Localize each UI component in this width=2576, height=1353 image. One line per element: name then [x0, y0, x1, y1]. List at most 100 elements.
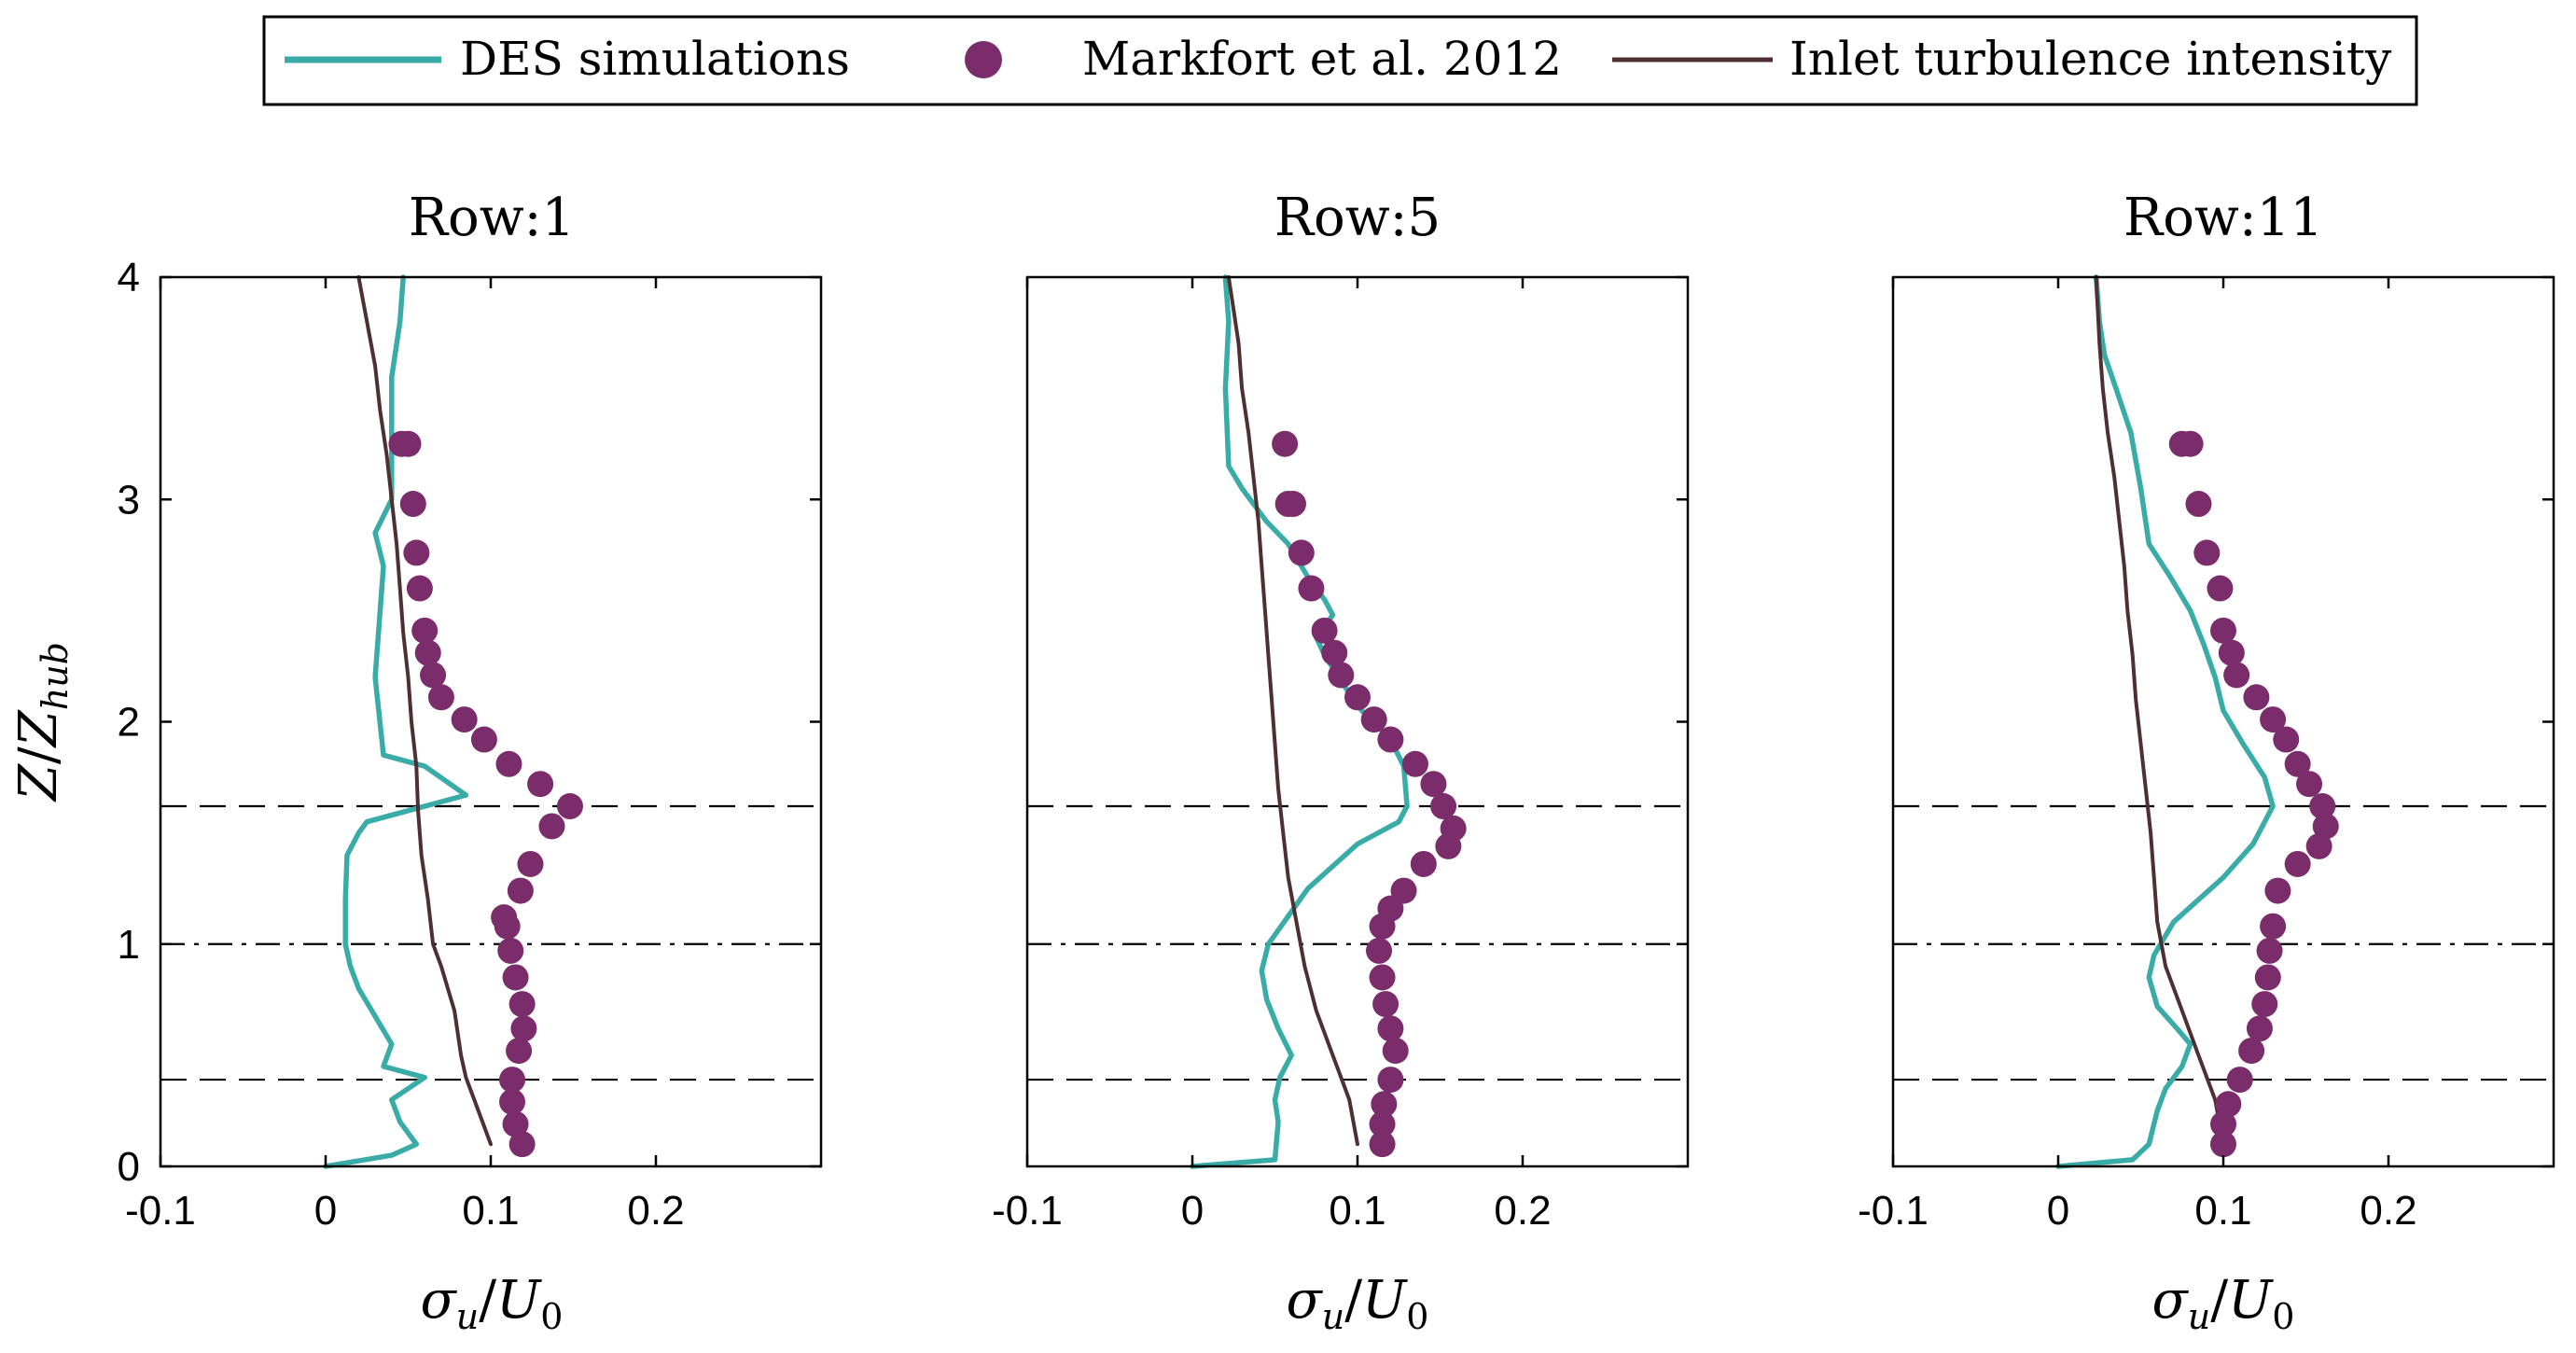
markfort-point — [1377, 1067, 1404, 1094]
markfort-point — [2223, 662, 2250, 689]
legend-label-des: DES simulations — [460, 32, 850, 86]
legend: DES simulations Markfort et al. 2012 Inl… — [262, 15, 2418, 106]
markers-row-5 — [1272, 430, 1467, 1158]
markfort-point — [2185, 491, 2212, 518]
markfort-point — [2243, 684, 2270, 711]
markfort-point — [1420, 771, 1447, 798]
markfort-point — [2273, 726, 2300, 753]
ref-lines-row-5 — [1027, 804, 1688, 1081]
markfort-point — [495, 750, 522, 777]
des-line — [323, 274, 469, 1169]
x-tick-label: 0 — [2047, 1188, 2069, 1234]
markfort-point — [517, 850, 544, 877]
markfort-point — [1382, 1038, 1409, 1065]
x-ticks-row-11: -0.1 0 0.1 0.2 — [1858, 275, 2554, 1234]
markfort-point — [2238, 1038, 2265, 1065]
markfort-point — [1366, 937, 1393, 964]
markfort-point — [1369, 964, 1396, 991]
markfort-point — [1430, 793, 1457, 820]
legend-swatch-markfort — [965, 41, 1002, 78]
markfort-point — [1298, 575, 1325, 602]
markfort-point — [527, 771, 554, 798]
plot-area-row-5: -0.1 0 0.1 0.2 — [992, 274, 1690, 1234]
x-tick-label: 0.1 — [462, 1188, 519, 1234]
x-tick-label: 0 — [314, 1188, 337, 1234]
legend-label-markfort: Markfort et al. 2012 — [1082, 32, 1562, 86]
x-axis-label-row-11: σu/U0 — [2152, 1270, 2295, 1337]
markfort-point — [491, 904, 518, 931]
x-ticks-row-5: -0.1 0 0.1 0.2 — [992, 275, 1688, 1234]
markfort-point — [1274, 491, 1302, 518]
markfort-point — [499, 1067, 526, 1094]
markfort-point — [1372, 991, 1399, 1018]
x-axis-label-row-5: σu/U0 — [1287, 1270, 1429, 1337]
markfort-point — [1311, 617, 1338, 644]
ref-lines-row-11 — [1893, 804, 2554, 1081]
series-group-row-1 — [323, 274, 493, 1169]
legend-label-inlet: Inlet turbulence intensity — [1789, 32, 2392, 86]
markfort-point — [499, 1088, 526, 1115]
x-tick-label: 0 — [1181, 1188, 1204, 1234]
markfort-point — [2226, 1067, 2253, 1094]
markfort-point — [1369, 1131, 1396, 1158]
markfort-point — [1371, 1091, 1398, 1118]
markfort-point — [2251, 991, 2278, 1018]
inlet-line — [356, 275, 493, 1147]
markfort-point — [414, 639, 441, 666]
inlet-line — [2094, 275, 2225, 1147]
legend-box — [262, 15, 2418, 106]
markfort-point — [1377, 895, 1404, 922]
des-line — [2055, 274, 2276, 1169]
markfort-point — [470, 726, 497, 753]
y-tick-label: 3 — [118, 477, 140, 523]
x-tick-label: 0.2 — [1494, 1188, 1551, 1234]
markfort-point — [388, 430, 415, 457]
markfort-point — [1377, 726, 1404, 753]
markfort-point — [1377, 1015, 1404, 1042]
panel-title-row-11: Row:11 — [2123, 188, 2323, 248]
markfort-point — [508, 1131, 536, 1158]
legend-entry-inlet: Inlet turbulence intensity — [1612, 32, 2392, 86]
markfort-point — [2264, 877, 2291, 904]
x-tick-label: 0.1 — [1329, 1188, 1385, 1234]
markfort-point — [556, 793, 583, 820]
markfort-point — [507, 877, 534, 904]
markfort-point — [2260, 913, 2287, 940]
markfort-point — [399, 491, 426, 518]
x-ticks-row-1: -0.1 0 0.1 0.2 — [125, 277, 685, 1234]
markfort-point — [2296, 771, 2323, 798]
x-tick-label: -0.1 — [992, 1188, 1063, 1234]
markfort-point — [2305, 832, 2332, 859]
panel-row-5: Row:5 -0.1 0 0.1 0.2 σu/U0 — [992, 188, 1690, 1337]
markfort-point — [1369, 1110, 1396, 1137]
markfort-point — [508, 991, 536, 1018]
markfort-point — [1272, 430, 1299, 457]
markers-row-1 — [388, 430, 583, 1158]
inlet-line — [1226, 275, 1359, 1147]
markfort-point — [420, 662, 447, 689]
panel-row-11: Row:11 -0.1 0 0.1 0.2 σu/U0 — [1858, 188, 2555, 1337]
x-tick-label: -0.1 — [125, 1188, 196, 1234]
markfort-point — [2168, 430, 2195, 457]
markfort-point — [1401, 750, 1428, 777]
markers-row-11 — [2168, 430, 2339, 1158]
markfort-point — [1344, 684, 1371, 711]
markfort-point — [2218, 639, 2245, 666]
y-tick-label: 4 — [118, 255, 140, 300]
markfort-point — [403, 539, 430, 566]
y-tick-label: 0 — [118, 1144, 140, 1190]
markfort-point — [451, 706, 478, 733]
markfort-point — [510, 1015, 537, 1042]
markfort-point — [1288, 539, 1315, 566]
markfort-point — [2254, 964, 2281, 991]
markfort-point — [2193, 539, 2221, 566]
y-axis-label: Z/Zhub — [8, 642, 76, 802]
markfort-point — [1410, 850, 1437, 877]
markfort-point — [2312, 813, 2339, 840]
markfort-point — [1440, 815, 1467, 842]
markfort-point — [411, 617, 439, 644]
markfort-point — [2215, 1091, 2242, 1118]
markfort-point — [2210, 1131, 2236, 1158]
